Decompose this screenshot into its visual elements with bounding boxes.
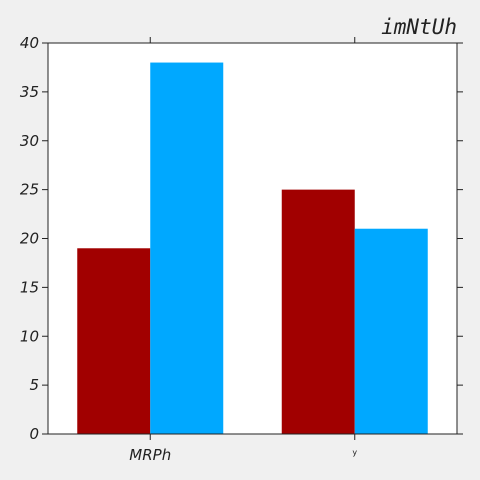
y-tick-label-10: 10 bbox=[20, 327, 39, 345]
plot-frame bbox=[47, 42, 458, 435]
bar-series-1-y bbox=[281, 189, 355, 434]
y-tick-label-40: 40 bbox=[20, 34, 39, 52]
y-tick-label-0: 0 bbox=[29, 425, 39, 443]
y-tick-label-5: 5 bbox=[29, 376, 39, 394]
bar-series-2-y bbox=[354, 228, 428, 434]
bar-series-2-mrph bbox=[150, 62, 224, 435]
y-tick-label-35: 35 bbox=[20, 83, 39, 101]
chart-title: imNtUh bbox=[381, 15, 457, 39]
y-tick-label-20: 20 bbox=[20, 230, 39, 248]
x-tick-label-y: y bbox=[352, 448, 357, 457]
x-tick-label-mrph: MRPh bbox=[129, 446, 171, 464]
y-tick-label-25: 25 bbox=[20, 181, 39, 199]
bars-group bbox=[77, 62, 428, 435]
ticks-group: 0 5 10 15 20 25 30 35 40 MRPh y bbox=[20, 34, 463, 464]
y-tick-label-15: 15 bbox=[20, 278, 39, 296]
y-tick-label-30: 30 bbox=[20, 132, 39, 150]
bar-series-1-mrph bbox=[77, 248, 151, 434]
